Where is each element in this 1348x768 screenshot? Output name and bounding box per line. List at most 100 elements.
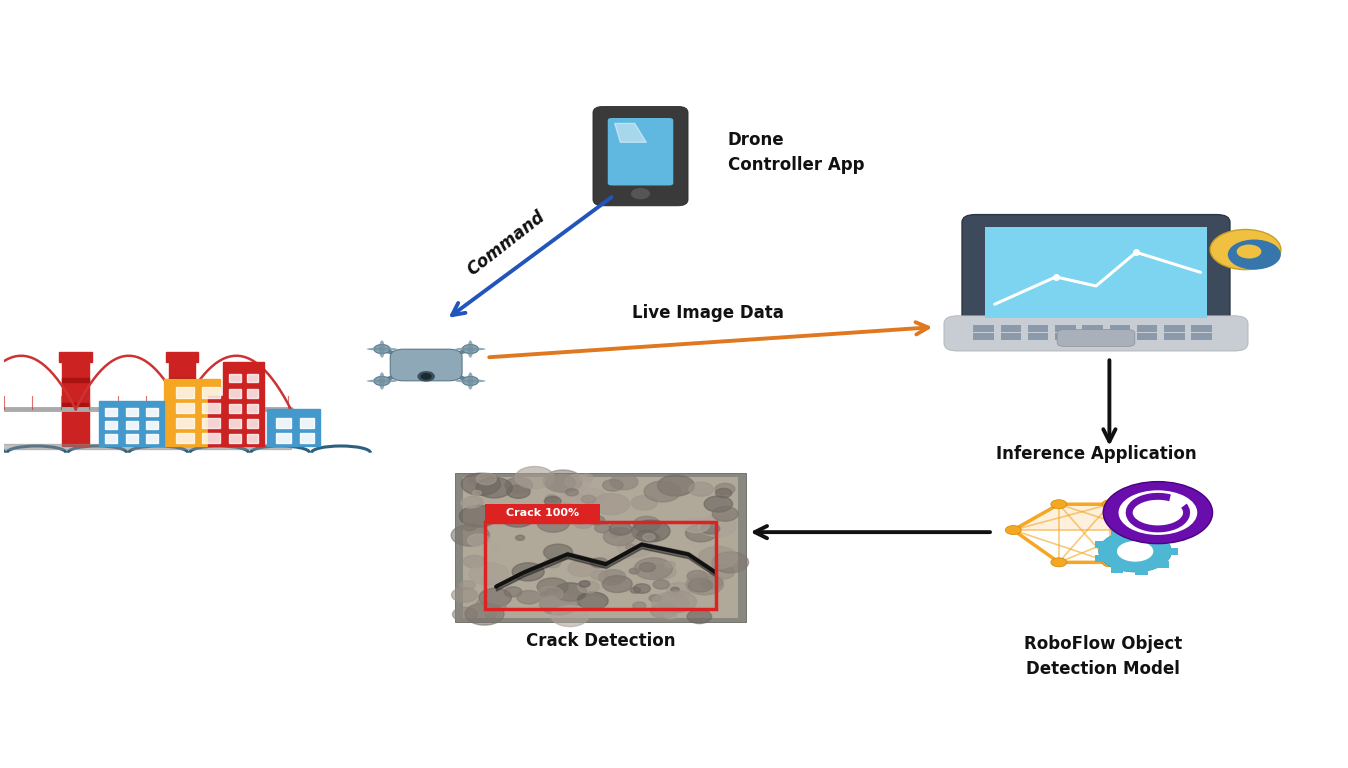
Ellipse shape	[456, 347, 485, 351]
Circle shape	[515, 535, 524, 541]
Circle shape	[630, 568, 639, 574]
Circle shape	[603, 575, 632, 593]
Text: RoboFlow Object
Detection Model: RoboFlow Object Detection Model	[1023, 634, 1182, 677]
Bar	[1109, 325, 1130, 332]
Ellipse shape	[456, 379, 485, 382]
FancyBboxPatch shape	[944, 316, 1248, 351]
Circle shape	[1051, 500, 1066, 508]
Bar	[456, 472, 745, 622]
Ellipse shape	[367, 379, 398, 382]
Circle shape	[476, 473, 496, 485]
Circle shape	[590, 558, 608, 568]
Circle shape	[506, 478, 532, 493]
Bar	[168, 403, 195, 408]
FancyBboxPatch shape	[1057, 329, 1135, 346]
Circle shape	[636, 531, 656, 541]
FancyArrowPatch shape	[755, 526, 989, 538]
Bar	[1165, 333, 1185, 339]
Circle shape	[631, 495, 658, 510]
Bar	[1109, 333, 1130, 339]
Bar	[973, 333, 993, 339]
Circle shape	[461, 473, 500, 495]
Circle shape	[566, 488, 578, 496]
Bar	[1000, 333, 1020, 339]
Circle shape	[568, 560, 597, 577]
Circle shape	[701, 577, 723, 588]
Circle shape	[644, 482, 681, 502]
Circle shape	[659, 591, 697, 612]
Bar	[229, 434, 241, 442]
Circle shape	[541, 592, 549, 597]
FancyArrowPatch shape	[1103, 360, 1116, 442]
Circle shape	[464, 555, 485, 568]
Circle shape	[460, 505, 497, 527]
Bar	[1192, 325, 1212, 332]
Circle shape	[574, 518, 593, 528]
Bar	[0, 445, 291, 449]
Bar	[62, 359, 89, 446]
Circle shape	[590, 571, 608, 580]
Bar	[202, 432, 220, 442]
Circle shape	[687, 571, 708, 582]
Bar	[1095, 554, 1107, 562]
Bar	[247, 434, 259, 442]
Circle shape	[492, 545, 501, 551]
Circle shape	[418, 372, 434, 381]
FancyBboxPatch shape	[608, 118, 673, 185]
Circle shape	[632, 189, 650, 199]
Circle shape	[1103, 482, 1213, 544]
Bar	[462, 477, 737, 617]
Circle shape	[599, 570, 625, 585]
Circle shape	[639, 563, 655, 572]
Circle shape	[593, 494, 630, 515]
Bar	[229, 404, 241, 412]
Circle shape	[683, 518, 709, 533]
Bar	[100, 401, 164, 446]
Polygon shape	[1014, 505, 1139, 530]
Bar	[59, 353, 92, 362]
Bar	[1136, 325, 1158, 332]
Circle shape	[515, 466, 554, 488]
Bar	[1095, 541, 1107, 548]
Ellipse shape	[468, 340, 473, 358]
Circle shape	[476, 478, 512, 498]
Circle shape	[650, 604, 677, 618]
Text: Command: Command	[464, 207, 549, 280]
Bar	[202, 418, 220, 428]
Bar	[147, 421, 158, 429]
Circle shape	[581, 597, 605, 611]
Circle shape	[476, 597, 506, 614]
Circle shape	[555, 493, 589, 512]
Bar	[175, 402, 194, 412]
Circle shape	[634, 516, 661, 531]
Bar	[276, 418, 291, 428]
Circle shape	[507, 485, 530, 498]
Bar	[276, 432, 291, 442]
Text: Drone
Controller App: Drone Controller App	[728, 131, 864, 174]
Circle shape	[543, 544, 573, 561]
Bar	[1165, 548, 1178, 555]
Circle shape	[1103, 500, 1117, 508]
Circle shape	[698, 546, 737, 568]
Circle shape	[609, 531, 620, 538]
Circle shape	[537, 587, 563, 601]
Bar	[1157, 561, 1169, 568]
Bar	[125, 434, 137, 442]
Circle shape	[1117, 541, 1154, 561]
Bar	[105, 408, 117, 416]
Bar	[229, 374, 241, 382]
Circle shape	[373, 376, 390, 386]
Bar	[125, 408, 137, 416]
Circle shape	[537, 514, 569, 532]
Bar	[175, 432, 194, 442]
Circle shape	[634, 558, 673, 580]
Circle shape	[545, 520, 566, 531]
Circle shape	[603, 555, 611, 560]
Circle shape	[689, 482, 713, 496]
Text: Crack Detection: Crack Detection	[526, 632, 675, 650]
Circle shape	[465, 603, 504, 625]
Bar	[229, 389, 241, 398]
Circle shape	[539, 593, 578, 615]
Circle shape	[452, 588, 477, 602]
Circle shape	[462, 523, 477, 531]
